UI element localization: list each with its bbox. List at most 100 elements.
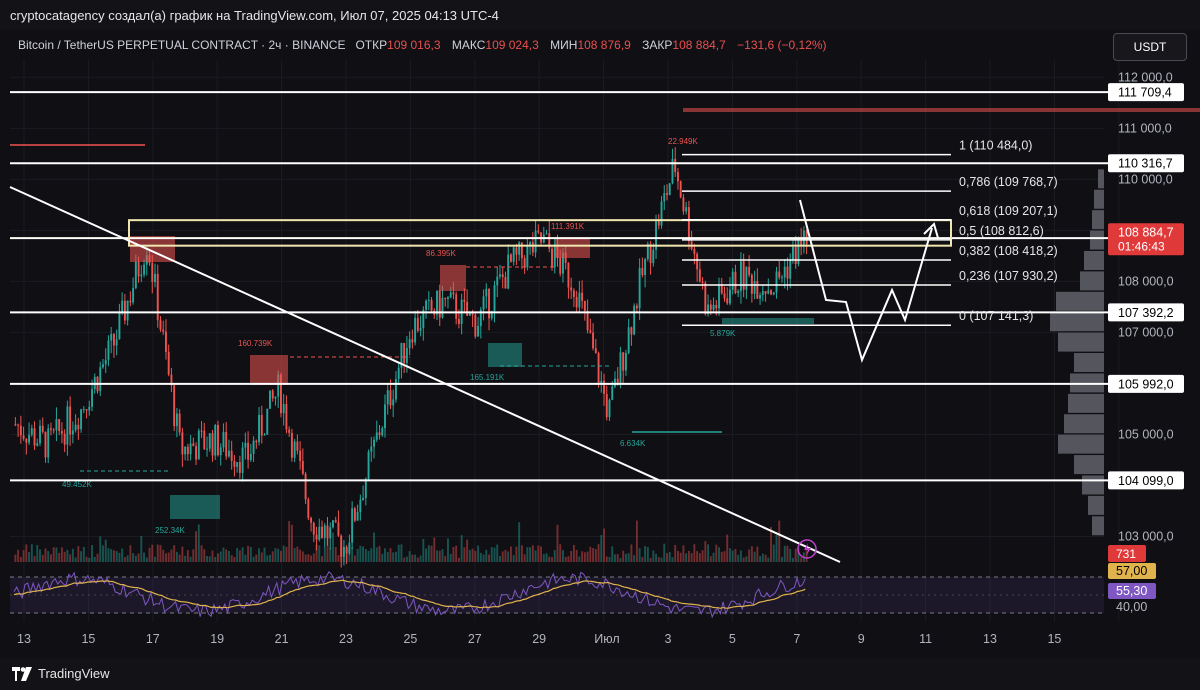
volume-bar — [63, 551, 66, 562]
volume-bar — [91, 544, 93, 562]
volume-bar — [427, 545, 430, 562]
brand[interactable]: TradingView — [12, 666, 110, 681]
candle-body — [753, 280, 756, 294]
volume-bar — [518, 522, 521, 562]
volume-bar — [468, 549, 471, 562]
candle-body — [154, 273, 156, 283]
volume-bar — [457, 557, 460, 562]
candle-body — [340, 535, 343, 557]
volume-profile-bar — [1080, 271, 1104, 291]
candle-body — [80, 409, 83, 430]
volume-bar — [310, 555, 313, 562]
candle-body — [512, 247, 515, 262]
volume-bar — [433, 537, 436, 562]
candle-body — [400, 343, 403, 368]
volume-bar — [630, 544, 633, 562]
candle-body — [25, 438, 28, 443]
candle-body — [50, 428, 52, 430]
candle-body — [504, 276, 507, 289]
volume-bar — [567, 556, 570, 562]
candle-body — [430, 299, 433, 311]
currency-button[interactable]: USDT — [1113, 33, 1187, 61]
candle-body — [71, 430, 74, 435]
candle-body — [288, 429, 291, 433]
volume-bar — [293, 548, 296, 562]
volume-bar — [356, 548, 359, 562]
volume-bar — [329, 547, 332, 562]
rsi-tag-text: 55,30 — [1116, 584, 1147, 598]
volume-bar — [93, 556, 96, 562]
volume-bar — [696, 551, 699, 562]
volume-bar — [400, 544, 403, 562]
volume-bar — [581, 551, 584, 562]
volume-bar — [501, 551, 504, 562]
volume-bar — [112, 550, 115, 562]
volume-bar — [214, 556, 217, 562]
candle-body — [44, 431, 47, 458]
volume-bar — [348, 553, 351, 562]
volume-profile-bar — [1088, 495, 1104, 515]
candle-body — [217, 424, 219, 456]
volume-bar — [641, 556, 644, 562]
candle-body — [345, 546, 348, 554]
volume-bar — [564, 556, 567, 562]
volume-bar — [392, 552, 395, 562]
candle-body — [312, 522, 315, 535]
candle-body — [729, 289, 731, 304]
candle-body — [463, 299, 466, 302]
volume-bar — [77, 546, 80, 562]
candle-body — [696, 253, 699, 270]
volume-bar — [359, 545, 362, 562]
volume-bar — [33, 555, 36, 562]
candle-body — [545, 233, 548, 235]
candle-body — [523, 258, 526, 268]
candle-body — [186, 446, 189, 455]
price-level-tag-text: 110 316,7 — [1118, 157, 1173, 171]
volume-annotation: 6.634K — [620, 439, 646, 448]
volume-bar — [260, 552, 263, 562]
candle-body — [299, 450, 302, 462]
candle-body — [290, 432, 293, 458]
candle-body — [764, 291, 767, 294]
candle-body — [307, 499, 310, 518]
volume-bar — [753, 551, 756, 562]
candle-body — [414, 317, 417, 343]
volume-bar — [334, 546, 337, 562]
volume-bar — [504, 549, 507, 562]
volume-bar — [414, 554, 417, 562]
volume-bar — [534, 550, 537, 562]
volume-bar — [126, 555, 129, 562]
volume-bar — [52, 547, 55, 562]
volume-bar — [337, 555, 340, 562]
candle-body — [783, 266, 786, 278]
current-price-tag — [1108, 223, 1184, 256]
candle-body — [548, 233, 551, 249]
candle-body — [509, 254, 512, 262]
volume-bar — [271, 551, 274, 562]
volume-bar — [512, 555, 515, 562]
volume-bar — [397, 544, 400, 562]
fib-level-label: 0,786 (109 768,7) — [959, 175, 1058, 189]
volume-bar — [559, 544, 562, 562]
volume-bar — [548, 556, 551, 562]
change-value: −131,6 (−0,12%) — [737, 38, 827, 52]
volume-bar — [531, 545, 534, 562]
volume-bar — [605, 556, 608, 562]
volume-bar — [258, 548, 261, 562]
volume-bar — [666, 553, 668, 562]
candle-body — [482, 296, 485, 310]
candle-body — [507, 254, 510, 289]
volume-bar — [474, 550, 477, 562]
candle-body — [687, 207, 690, 242]
volume-bar — [219, 551, 222, 562]
candle-body — [351, 508, 354, 543]
price-axis-tick: 110 000,0 — [1118, 172, 1173, 186]
x-axis-tick: 5 — [729, 632, 736, 646]
volume-bar — [509, 546, 512, 562]
volume-bar — [394, 551, 397, 562]
volume-bar — [55, 547, 58, 562]
candle-body — [622, 352, 625, 371]
candle-body — [786, 266, 789, 279]
candle-body — [663, 193, 666, 202]
